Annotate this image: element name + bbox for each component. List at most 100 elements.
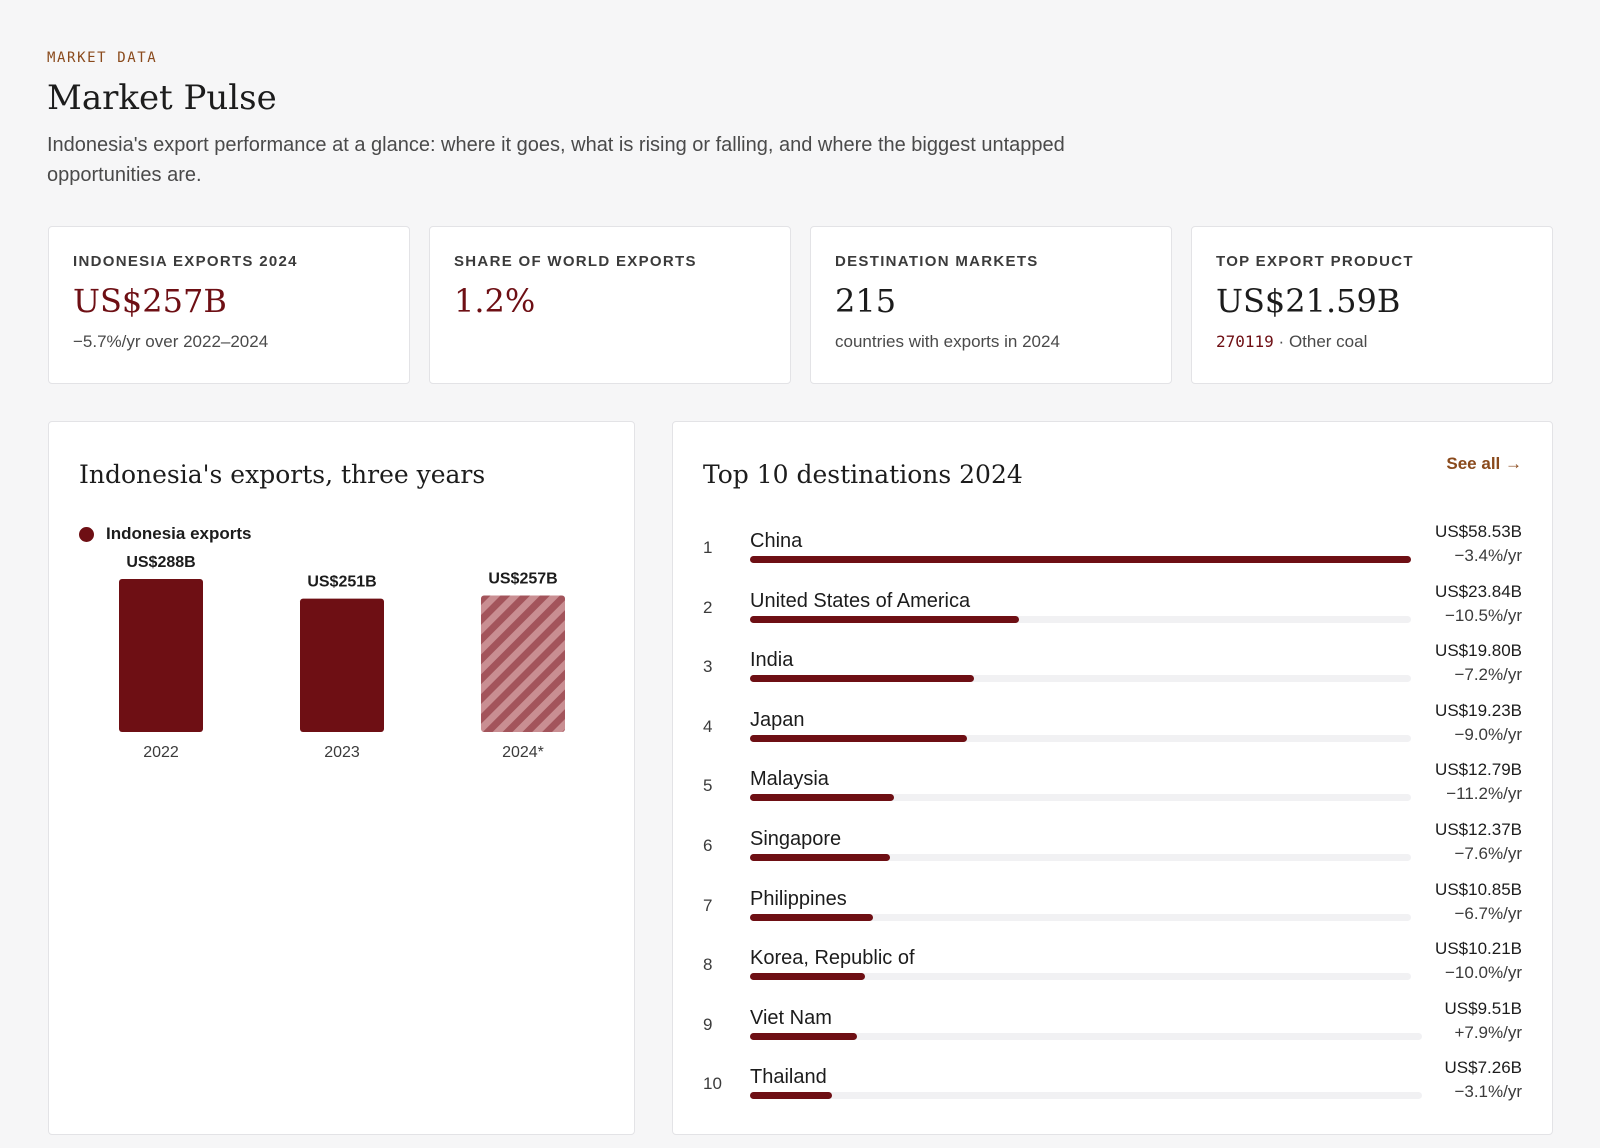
destination-growth: −7.2%/yr	[1454, 665, 1522, 685]
destination-bar-track	[750, 854, 1411, 861]
destinations-panel: Top 10 destinations 2024 See all → 1 Chin…	[672, 421, 1553, 1135]
destination-rank: 8	[703, 955, 713, 975]
product-name: Other coal	[1288, 332, 1368, 351]
eyebrow-label: MARKET DATA	[47, 50, 158, 66]
destination-bar	[750, 615, 1020, 623]
destination-row[interactable]: 8 Korea, Republic of US$10.21B −10.0%/yr	[703, 939, 1522, 995]
destination-bar	[750, 1092, 832, 1100]
kpi-value: 1.2%	[454, 282, 536, 320]
destination-bar-track	[750, 734, 1411, 742]
destination-bar	[750, 913, 873, 921]
destination-name: Korea, Republic of	[750, 947, 915, 970]
bar-2023[interactable]	[300, 598, 384, 732]
destination-bar-track	[750, 794, 1411, 802]
bar-2022[interactable]	[119, 579, 203, 732]
destination-bar	[750, 794, 895, 802]
destination-name: Singapore	[750, 828, 842, 850]
bar-2024[interactable]	[481, 595, 565, 732]
destination-value: US$58.53B	[1435, 522, 1522, 541]
destination-bar-track	[750, 675, 1411, 683]
destination-value: US$12.79B	[1435, 760, 1522, 780]
destination-bar	[750, 734, 968, 742]
x-tick-label: 2024*	[502, 744, 544, 761]
destination-value: US$19.23B	[1435, 700, 1522, 720]
destination-bar-track	[750, 1032, 1422, 1040]
destination-growth: −10.5%/yr	[1444, 605, 1522, 625]
destination-value: US$10.21B	[1435, 939, 1522, 959]
destination-rank: 5	[703, 776, 713, 796]
destination-name: Philippines	[750, 887, 847, 910]
destination-rank: 2	[703, 597, 713, 617]
destination-rank: 9	[703, 1014, 713, 1034]
destination-growth: −7.6%/yr	[1454, 844, 1522, 863]
destination-growth: −3.4%/yr	[1454, 546, 1522, 565]
destination-row[interactable]: 10 Thailand US$7.26B −3.1%/yr	[703, 1058, 1522, 1114]
legend-swatch	[79, 526, 94, 542]
destination-growth: +7.9%/yr	[1454, 1022, 1522, 1042]
legend-label: Indonesia exports	[106, 524, 252, 543]
destination-bar-track	[750, 913, 1411, 921]
destination-name: Viet Nam	[750, 1006, 832, 1029]
kpi-label: INDONESIA EXPORTS 2024	[73, 253, 298, 270]
destination-bar-track	[750, 556, 1411, 563]
destination-row[interactable]: 3 India US$19.80B −7.2%/yr	[703, 641, 1522, 697]
destination-bar	[750, 854, 890, 861]
product-code[interactable]: 270119	[1216, 332, 1274, 351]
destination-bar-track	[750, 615, 1411, 623]
bar-value-label: US$288B	[126, 554, 195, 571]
kpi-label: TOP EXPORT PRODUCT	[1216, 253, 1414, 270]
bar-value-label: US$251B	[307, 574, 376, 591]
destination-bar	[750, 556, 1411, 563]
destination-row[interactable]: 6 Singapore US$12.37B −7.6%/yr	[703, 820, 1522, 876]
destination-value: US$10.85B	[1435, 879, 1522, 899]
destination-row[interactable]: 1 China US$58.53B −3.4%/yr	[703, 522, 1522, 578]
kpi-sub: 270119 · Other coal	[1216, 332, 1528, 352]
chart-legend: Indonesia exports	[79, 524, 251, 544]
kpi-card-exports: INDONESIA EXPORTS 2024 US$257B −5.7%/yr …	[48, 226, 410, 384]
destination-rank: 3	[703, 657, 713, 677]
kpi-value: 215	[835, 282, 897, 320]
destination-bar	[750, 1032, 858, 1040]
destinations-title: Top 10 destinations 2024	[703, 460, 1023, 489]
destination-growth: −3.1%/yr	[1454, 1082, 1522, 1102]
destination-growth: −6.7%/yr	[1454, 903, 1522, 923]
destination-name: Thailand	[750, 1066, 827, 1089]
destination-value: US$7.26B	[1444, 1058, 1523, 1078]
destination-row[interactable]: 5 Malaysia US$12.79B −11.2%/yr	[703, 760, 1522, 816]
exports-chart-panel: Indonesia's exports, three years Indones…	[48, 421, 635, 1135]
kpi-label: DESTINATION MARKETS	[835, 253, 1039, 270]
page-title: Market Pulse	[47, 78, 277, 118]
destination-row[interactable]: 9 Viet Nam US$9.51B +7.9%/yr	[703, 999, 1522, 1055]
chart-title: Indonesia's exports, three years	[79, 460, 486, 489]
destination-name: Japan	[750, 708, 805, 731]
x-tick-label: 2022	[143, 744, 179, 761]
destination-name: India	[750, 649, 794, 672]
destination-rank: 7	[703, 895, 713, 915]
destination-bar-track	[750, 973, 1411, 981]
separator: ·	[1278, 332, 1285, 351]
destination-row[interactable]: 4 Japan US$19.23B −9.0%/yr	[703, 701, 1522, 757]
kpi-value: US$21.59B	[1216, 282, 1401, 320]
destination-value: US$9.51B	[1444, 998, 1523, 1018]
destination-rank: 4	[703, 716, 713, 736]
destination-value: US$19.80B	[1435, 641, 1522, 661]
destination-bar	[750, 973, 866, 981]
kpi-card-destinations: DESTINATION MARKETS 215 countries with e…	[810, 226, 1172, 384]
destination-row[interactable]: 7 Philippines US$10.85B −6.7%/yr	[703, 880, 1522, 936]
destination-row[interactable]: 2 United States of America US$23.84B −10.5%…	[703, 582, 1522, 638]
destination-value: US$23.84B	[1435, 581, 1522, 601]
x-tick-label: 2023	[324, 744, 360, 761]
kpi-sub: countries with exports in 2024	[835, 332, 1060, 351]
destination-rank: 6	[703, 836, 713, 855]
destination-growth: −9.0%/yr	[1454, 724, 1522, 744]
see-all-link[interactable]: See all →	[1446, 454, 1522, 473]
exports-bar-chart: US$288B 2022 US$251B 2023 US$257B 2024*	[119, 554, 565, 761]
kpi-sub: −5.7%/yr over 2022–2024	[73, 332, 269, 351]
destination-bar-track	[750, 1092, 1422, 1100]
destination-name: Malaysia	[750, 768, 829, 791]
destination-name: China	[750, 530, 803, 552]
kpi-card-top-product: TOP EXPORT PRODUCT US$21.59B 270119 · Ot…	[1191, 226, 1553, 384]
destination-name: United States of America	[750, 589, 971, 612]
destination-rank: 1	[703, 538, 713, 557]
page-subtitle: Indonesia's export performance at a glan…	[47, 134, 1065, 186]
